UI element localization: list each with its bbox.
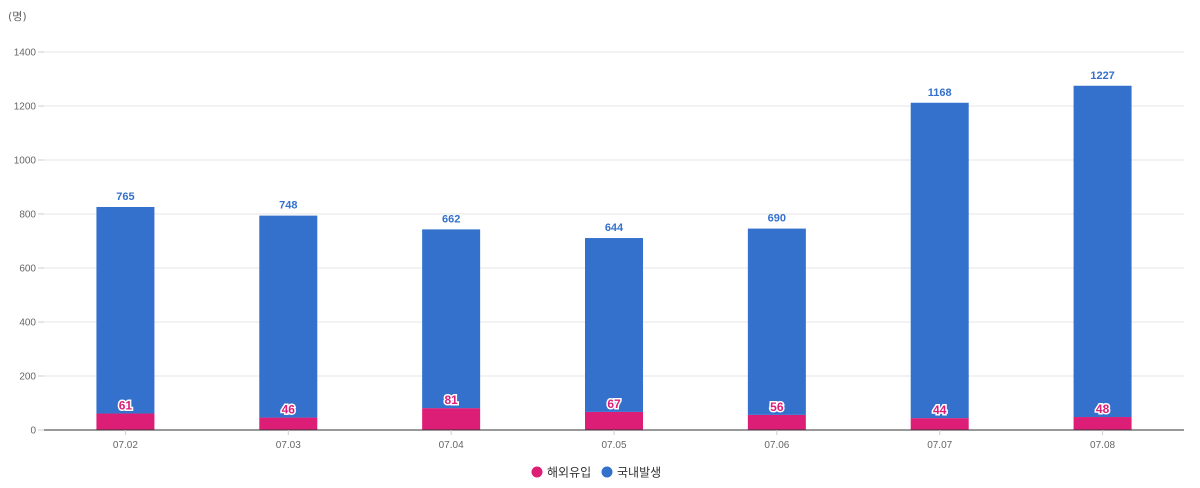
y-axis-ticks: 0 200 400 600 800 1000 1200 1400	[14, 48, 44, 437]
data-label-overseas: 46	[282, 403, 296, 417]
y-tick-label: 200	[19, 372, 36, 383]
bar-overseas	[259, 417, 318, 430]
bar-domestic	[1073, 85, 1132, 418]
y-tick-label: 1000	[14, 156, 37, 167]
data-label-domestic: 644	[605, 222, 624, 234]
bar-overseas	[910, 418, 969, 430]
y-tick-label: 800	[19, 210, 36, 221]
x-tick-label: 07.07	[927, 440, 952, 451]
bar-domestic	[910, 102, 969, 419]
bar-domestic	[259, 215, 318, 418]
data-label-domestic: 1227	[1090, 70, 1114, 82]
data-label-domestic: 690	[768, 213, 786, 225]
bar-overseas	[1073, 417, 1132, 430]
y-tick-label: 0	[30, 426, 36, 437]
legend: 해외유입 국내발생	[531, 466, 661, 480]
y-tick-label: 400	[19, 318, 36, 329]
data-label-overseas: 44	[933, 403, 947, 417]
bar-overseas	[747, 414, 806, 430]
data-label-overseas: 48	[1096, 402, 1110, 416]
legend-label: 해외유입	[547, 466, 591, 480]
bar-domestic	[96, 206, 155, 414]
y-tick-label: 600	[19, 264, 36, 275]
data-label-overseas: 56	[770, 400, 784, 414]
bar-domestic	[747, 228, 806, 415]
bar-overseas	[422, 408, 481, 430]
data-label-domestic: 748	[279, 200, 297, 212]
y-unit-label: (명)	[8, 10, 27, 23]
data-label-domestic: 1168	[928, 87, 952, 99]
x-axis-ticks: 07.02 07.03 07.04 07.05 07.06 07.07 07.08	[113, 430, 1116, 451]
bar-domestic	[422, 229, 481, 409]
x-tick-label: 07.02	[113, 440, 138, 451]
legend-swatch	[601, 466, 613, 478]
legend-label: 국내발생	[617, 466, 661, 480]
data-label-overseas: 61	[119, 399, 133, 413]
bar-overseas	[585, 411, 643, 430]
legend-item: 국내발생	[601, 466, 661, 480]
legend-swatch	[531, 466, 543, 478]
x-tick-label: 07.06	[764, 440, 789, 451]
legend-item: 해외유입	[531, 466, 591, 480]
data-labels: 765 61 748 46 662 81 644 67 690 56 1168 44 1227 48	[116, 70, 1115, 419]
data-label-overseas: 67	[607, 397, 621, 411]
data-label-overseas: 81	[444, 393, 458, 407]
y-tick-label: 1200	[14, 102, 37, 113]
bar-domestic	[585, 238, 643, 412]
y-tick-label: 1400	[14, 48, 37, 59]
bar-overseas	[96, 413, 155, 430]
x-tick-label: 07.03	[276, 440, 301, 451]
data-label-domestic: 662	[442, 213, 460, 225]
data-label-domestic: 765	[116, 191, 134, 203]
x-tick-label: 07.04	[439, 440, 464, 451]
x-tick-label: 07.08	[1090, 440, 1115, 451]
x-tick-label: 07.05	[601, 440, 626, 451]
bars	[96, 85, 1132, 430]
